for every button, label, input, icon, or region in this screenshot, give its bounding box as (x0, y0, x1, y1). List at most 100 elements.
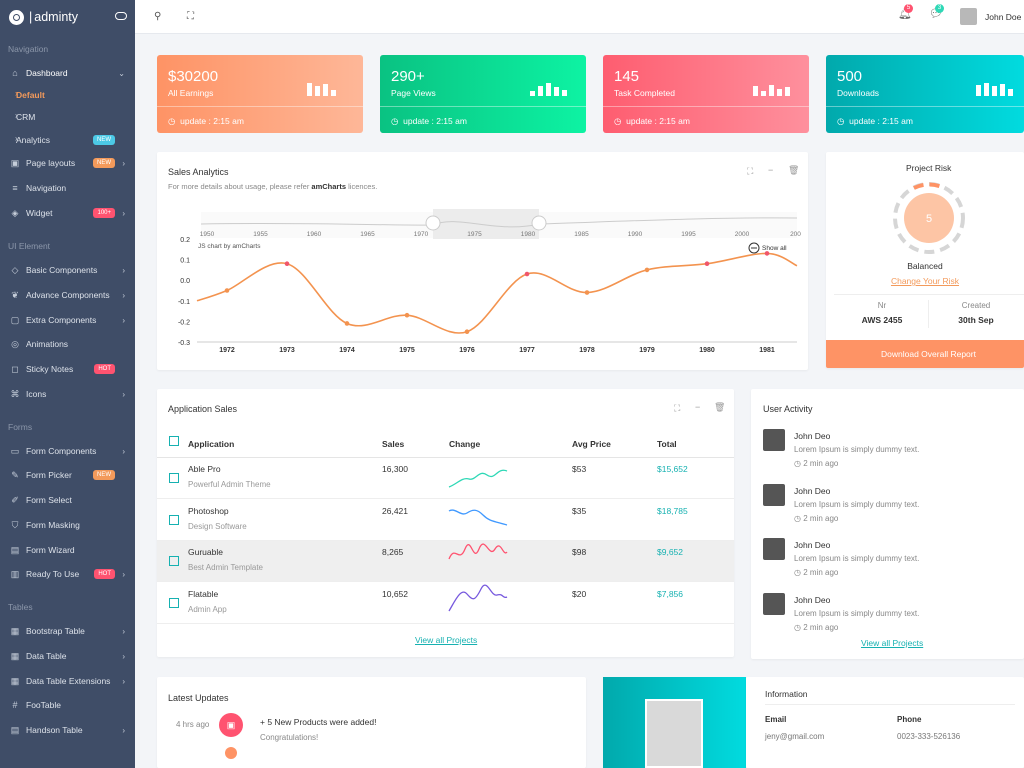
sidebar: | adminty Navigation ⌂ Dashboard ⌄ Default… (0, 0, 135, 768)
app-name: Flatable (188, 588, 219, 599)
table-row[interactable]: Guruable Best Admin Template 8,265 $98 $9,65… (157, 541, 734, 582)
y-tick-label: 0.2 (180, 237, 190, 244)
stat-label: All Earnings (168, 88, 214, 98)
minimize-icon[interactable]: − (695, 402, 701, 412)
sidebar-toggle-icon[interactable] (115, 12, 127, 20)
sidebar-item-footable[interactable]: # FooTable (0, 696, 135, 714)
data-point[interactable] (764, 251, 770, 256)
chart-scrollbar-selection[interactable] (433, 209, 539, 239)
sidebar-item-basic-components[interactable]: ◇ Basic Components › (0, 261, 135, 279)
sidebar-item-sticky-notes[interactable]: ◻ Sticky Notes HOT (0, 360, 135, 378)
section-forms: Forms (8, 422, 33, 432)
sidebar-item-bootstrap-table[interactable]: ▦ Bootstrap Table › (0, 622, 135, 640)
sidebar-item-dashboard[interactable]: ⌂ Dashboard ⌄ (0, 64, 135, 82)
sidebar-item-form-masking[interactable]: ⛉ Form Masking (0, 516, 135, 534)
sidebar-item-advance-components[interactable]: ❦ Advance Components › (0, 286, 135, 304)
bar-icon (753, 83, 793, 96)
data-point[interactable] (284, 261, 290, 267)
sidebar-item-default[interactable]: Default (16, 90, 45, 100)
download-report-button[interactable]: Download Overall Report (826, 340, 1024, 368)
stat-value: 500 (837, 68, 863, 85)
app-avg-price: $98 (572, 547, 587, 557)
avatar (763, 484, 785, 506)
note-icon: ◻ (11, 363, 19, 374)
user-name[interactable]: John Doe (985, 12, 1022, 22)
sidebar-item-navigation[interactable]: ≡ Navigation (0, 179, 135, 197)
data-point[interactable] (644, 267, 650, 273)
email-value: jeny@gmail.com (765, 732, 825, 741)
data-point[interactable] (344, 321, 350, 326)
trash-icon[interactable]: 🗑︎ (714, 402, 726, 412)
app-desc: Admin App (188, 604, 227, 614)
view-all-activity-link[interactable]: View all Projects (861, 638, 924, 648)
row-checkbox[interactable] (169, 514, 179, 525)
app-name: Able Pro (188, 464, 221, 474)
sidebar-item-form-select[interactable]: ✐ Form Select (0, 491, 135, 509)
fullscreen-icon[interactable]: ⛶ (187, 11, 194, 22)
brand[interactable]: | adminty (0, 0, 135, 34)
y-tick-label: -0.2 (178, 319, 190, 326)
data-point[interactable] (584, 290, 590, 295)
view-all-projects-link[interactable]: View all Projects (415, 635, 478, 645)
sidebar-item-widget[interactable]: ◈ Widget 100+ › (0, 204, 135, 222)
select-all-checkbox[interactable] (169, 436, 179, 446)
badge-new: NEW (93, 158, 115, 168)
message-icon[interactable]: 💬︎ 3 (929, 4, 944, 20)
sidebar-item-analytics[interactable]: Analytics NEW (0, 131, 135, 149)
row-checkbox[interactable] (169, 556, 179, 566)
sidebar-item-animations[interactable]: ◎ Animations (0, 335, 135, 353)
scroll-tick-label: 1950 (200, 231, 215, 238)
scroll-tick-label: 200 (790, 231, 801, 238)
risk-gauge-ring (893, 182, 965, 254)
package-icon: ▢ (10, 314, 20, 325)
user-avatar[interactable] (960, 8, 977, 25)
home-icon: ⌂ (12, 68, 18, 78)
data-point[interactable] (404, 312, 410, 318)
stat-value: 290+ (391, 68, 425, 85)
amcharts-link[interactable]: amCharts (311, 182, 347, 191)
zoom-out-icon[interactable] (748, 242, 760, 254)
sidebar-item-data-table-extensions[interactable]: ▦ Data Table Extensions › (0, 672, 135, 690)
bar-icon (307, 83, 339, 96)
table-row[interactable]: Photoshop Design Software 26,421 $35 $18,785 (157, 500, 734, 541)
expand-icon[interactable]: ⛶ (674, 403, 681, 413)
table-row[interactable]: Able Pro Powerful Admin Theme 16,300 $53 $15… (157, 458, 734, 499)
data-point[interactable] (704, 261, 710, 267)
data-point[interactable] (464, 329, 470, 334)
tablet-icon: ▤ (10, 544, 20, 555)
y-tick-label: 0.0 (180, 278, 190, 285)
data-point[interactable] (524, 271, 530, 277)
clock-icon: ◷ 2 min ago (794, 514, 839, 523)
row-checkbox[interactable] (169, 473, 179, 483)
trash-icon[interactable]: 🗑︎ (788, 165, 800, 175)
change-risk-link[interactable]: Change Your Risk (890, 276, 960, 286)
server-icon: ▤ (10, 724, 20, 735)
search-icon[interactable]: ⚲ (154, 11, 162, 22)
row-checkbox[interactable] (169, 597, 179, 608)
sidebar-item-handson-table[interactable]: ▤ Handson Table › (0, 721, 135, 739)
sidebar-item-icons[interactable]: ⌘ Icons › (0, 385, 135, 403)
show-all-button[interactable]: Show all (762, 245, 787, 252)
bell-icon[interactable]: 🔔︎ 5 (898, 4, 913, 20)
menu-icon: ≡ (12, 183, 18, 193)
sidebar-item-form-components[interactable]: ▭ Form Components › (0, 442, 135, 460)
risk-gauge-core (904, 193, 954, 243)
chevron-right-icon: › (122, 290, 125, 300)
chevron-right-icon: › (122, 626, 125, 636)
sidebar-item-ready-to-use[interactable]: ▥ Ready To Use HOT › (0, 565, 135, 583)
chart-scroll-handle-right[interactable] (531, 215, 547, 231)
sidebar-item-page-layouts[interactable]: ▣ Page layouts NEW › (0, 154, 135, 172)
data-point[interactable] (224, 288, 230, 293)
sidebar-item-form-picker[interactable]: ✎ Form Picker NEW (0, 466, 135, 484)
minimize-icon[interactable]: − (768, 165, 774, 175)
y-tick-label: 0.1 (180, 258, 190, 265)
scroll-tick-label: 1985 (574, 231, 589, 238)
chart-scroll-handle-left[interactable] (425, 215, 441, 231)
table-row[interactable]: Flatable Admin App 10,652 $20 $7,856 (157, 583, 734, 624)
sidebar-item-data-table[interactable]: ▦ Data Table › (0, 647, 135, 665)
sidebar-item-form-wizard[interactable]: ▤ Form Wizard (0, 541, 135, 559)
sidebar-item-extra-components[interactable]: ▢ Extra Components › (0, 311, 135, 329)
clock-icon: ◷ 2 min ago (794, 568, 839, 577)
sidebar-item-crm[interactable]: CRM (16, 112, 36, 122)
expand-icon[interactable]: ⛶ (747, 166, 754, 176)
